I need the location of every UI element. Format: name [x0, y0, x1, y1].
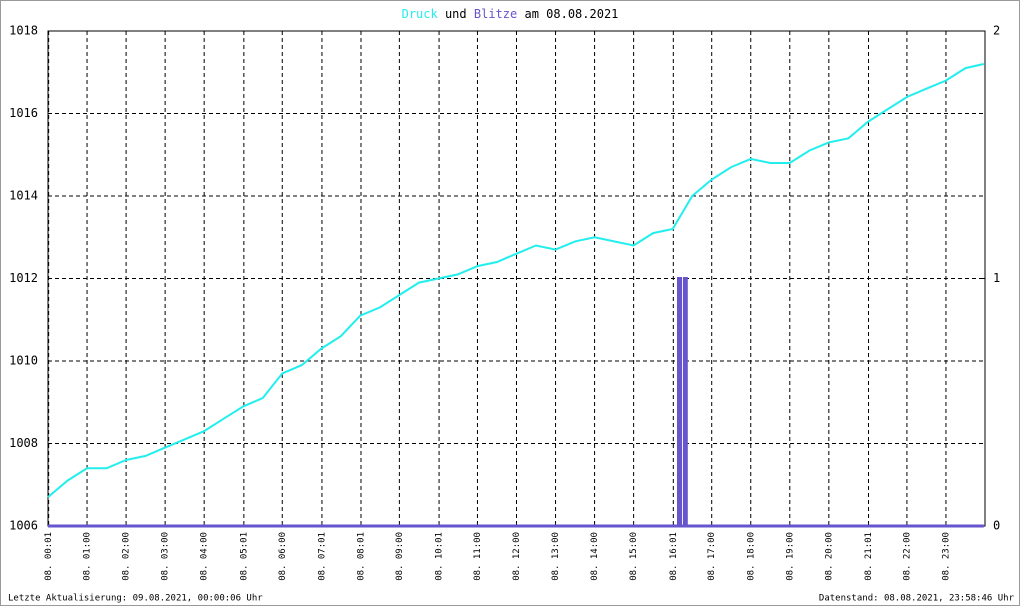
x-tick-label: 08. 11:00 [473, 532, 483, 581]
x-tick-label: 08. 03:00 [161, 532, 171, 581]
chart-title: Druck und Blitze am 08.08.2021 [402, 7, 619, 21]
x-tick-label: 08. 07:01 [317, 532, 327, 581]
x-tick-label: 08. 02:00 [122, 532, 132, 581]
x-tick-label: 08. 13:00 [551, 532, 561, 581]
x-tick-label: 08. 08:01 [356, 532, 366, 581]
footer-left: Letzte Aktualisierung: 09.08.2021, 00:00… [8, 594, 263, 604]
x-tick-label: 08. 15:00 [629, 532, 639, 581]
x-tick-label: 08. 16:01 [669, 532, 679, 581]
title-suffix: am 08.08.2021 [524, 7, 618, 21]
x-tick-label: 08. 20:00 [824, 532, 834, 581]
x-tick-label: 08. 22:00 [902, 532, 912, 581]
x-tick-label: 08. 10:01 [435, 532, 445, 581]
y-tick-label: 1016 [9, 106, 38, 120]
series-line [47, 63, 985, 498]
y2-tick-label: 1 [993, 271, 1000, 285]
y2-tick-label: 2 [993, 24, 1000, 38]
title-series: Druck [402, 7, 439, 21]
x-tick-label: 08. 18:00 [746, 532, 756, 581]
x-tick-label: 08. 09:00 [395, 532, 405, 581]
y-tick-label: 1008 [9, 436, 38, 450]
x-tick-label: 08. 21:01 [864, 532, 874, 581]
x-tick-label: 08. 01:00 [83, 532, 93, 581]
x-tick-label: 08. 19:00 [785, 532, 795, 581]
y-tick-label: 1014 [9, 189, 38, 203]
x-tick-label: 08. 04:00 [200, 532, 210, 581]
series-line [48, 277, 984, 528]
y-tick-label: 1018 [9, 24, 38, 38]
y-tick-label: 1012 [9, 271, 38, 285]
x-tick-label: 08. 12:00 [512, 532, 522, 581]
y-tick-label: 1006 [9, 519, 38, 533]
x-tick-label: 08. 06:00 [278, 532, 288, 581]
footer-right: Datenstand: 08.08.2021, 23:58:46 Uhr [819, 594, 1015, 604]
title-series: Blitze [474, 7, 517, 21]
title-joiner: und [445, 7, 467, 21]
x-tick-label: 08. 05:01 [239, 532, 249, 581]
x-tick-label: 08. 00:01 [44, 532, 54, 581]
x-tick-label: 08. 17:00 [707, 532, 717, 581]
y-tick-label: 1010 [9, 354, 38, 368]
x-tick-label: 08. 23:00 [941, 532, 951, 581]
x-tick-label: 08. 14:00 [590, 532, 600, 581]
y2-tick-label: 0 [993, 519, 1000, 533]
